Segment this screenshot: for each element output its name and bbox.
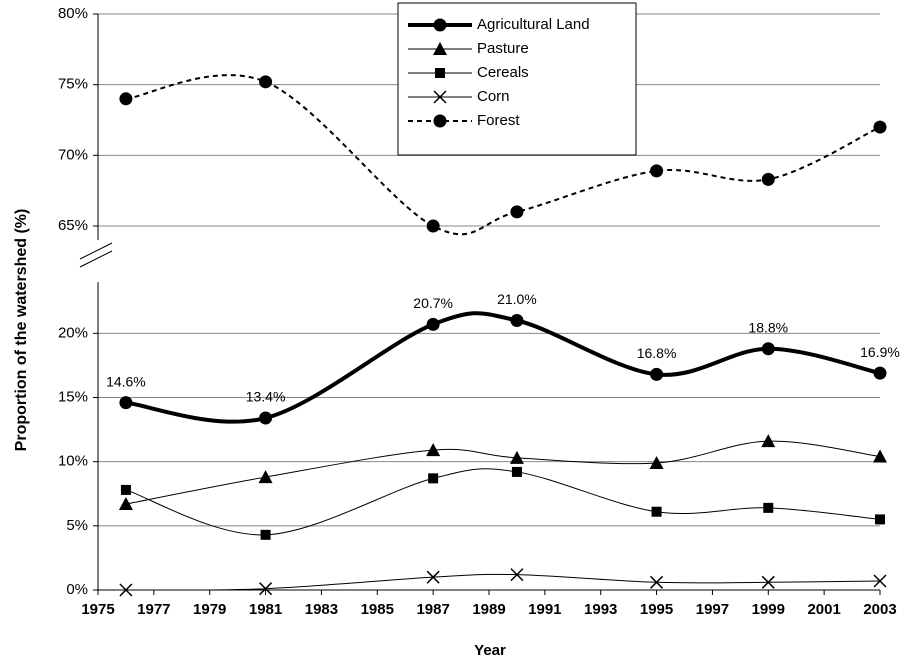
legend-marker <box>433 18 447 32</box>
x-tick-label: 1983 <box>305 601 338 618</box>
marker <box>650 164 664 178</box>
marker <box>875 514 885 525</box>
marker <box>426 570 440 584</box>
legend-label: Cereals <box>477 64 529 81</box>
marker <box>428 473 439 484</box>
legend-marker <box>433 42 447 55</box>
legend-label: Corn <box>477 88 510 105</box>
marker <box>258 470 273 484</box>
x-tick-label: 1997 <box>696 601 729 618</box>
x-tick-label: 1977 <box>137 601 170 618</box>
x-tick-label: 1991 <box>528 601 561 618</box>
y-tick-label: 80% <box>58 5 88 22</box>
data-label: 18.8% <box>748 319 788 335</box>
y-tick-label: 10% <box>58 453 88 470</box>
x-tick-label: 1995 <box>640 601 673 618</box>
marker <box>120 484 131 495</box>
marker <box>119 92 133 106</box>
legend-label: Forest <box>477 112 520 129</box>
marker <box>761 342 775 356</box>
marker <box>651 506 662 517</box>
data-label: 16.8% <box>637 345 677 361</box>
marker <box>119 396 133 410</box>
marker <box>510 568 524 582</box>
x-tick-label: 1999 <box>752 601 785 618</box>
legend-marker <box>433 90 447 104</box>
marker <box>873 120 887 134</box>
marker <box>509 450 524 464</box>
data-label: 20.7% <box>413 295 453 311</box>
marker <box>761 172 775 186</box>
x-tick-label: 1993 <box>584 601 617 618</box>
marker <box>510 314 524 327</box>
marker <box>119 583 133 597</box>
legend-label: Pasture <box>477 40 529 57</box>
y-tick-label: 5% <box>66 517 88 534</box>
marker <box>763 502 774 513</box>
marker <box>118 497 133 511</box>
marker <box>650 575 664 589</box>
legend-marker <box>435 68 445 78</box>
x-tick-label: 2001 <box>807 601 840 618</box>
marker <box>510 205 524 219</box>
x-tick-label: 1981 <box>249 601 282 618</box>
marker <box>426 317 440 331</box>
y-tick-label: 70% <box>58 146 88 163</box>
marker <box>873 449 887 463</box>
marker <box>873 574 887 588</box>
x-axis-title: Year <box>474 642 506 659</box>
y-axis-title: Proportion of the watershed (%) <box>13 209 30 452</box>
data-label: 14.6% <box>106 373 146 389</box>
marker <box>649 455 664 469</box>
y-tick-label: 20% <box>58 324 88 341</box>
x-tick-label: 1985 <box>361 601 394 618</box>
data-label: 16.9% <box>860 344 900 360</box>
marker <box>873 366 887 380</box>
x-tick-label: 2003 <box>863 601 896 618</box>
marker <box>426 219 440 233</box>
y-tick-label: 15% <box>58 388 88 405</box>
x-tick-label: 1989 <box>472 601 505 618</box>
y-tick-label: 0% <box>66 581 88 598</box>
marker <box>426 443 441 457</box>
marker <box>259 582 273 596</box>
axis-break <box>79 242 113 260</box>
y-tick-label: 65% <box>58 217 88 234</box>
marker <box>761 575 775 589</box>
marker <box>650 367 664 381</box>
marker <box>761 434 776 448</box>
x-tick-label: 1975 <box>81 601 114 618</box>
legend-marker <box>433 114 447 128</box>
axis-break <box>79 250 113 268</box>
marker <box>511 466 522 477</box>
marker <box>260 529 271 540</box>
data-label: 13.4% <box>246 389 286 405</box>
data-label: 21.0% <box>497 291 537 307</box>
x-tick-label: 1979 <box>193 601 226 618</box>
marker <box>259 411 273 425</box>
x-tick-label: 1987 <box>416 601 449 618</box>
legend-label: Agricultural Land <box>477 16 590 33</box>
marker <box>259 75 273 89</box>
y-tick-label: 75% <box>58 76 88 93</box>
